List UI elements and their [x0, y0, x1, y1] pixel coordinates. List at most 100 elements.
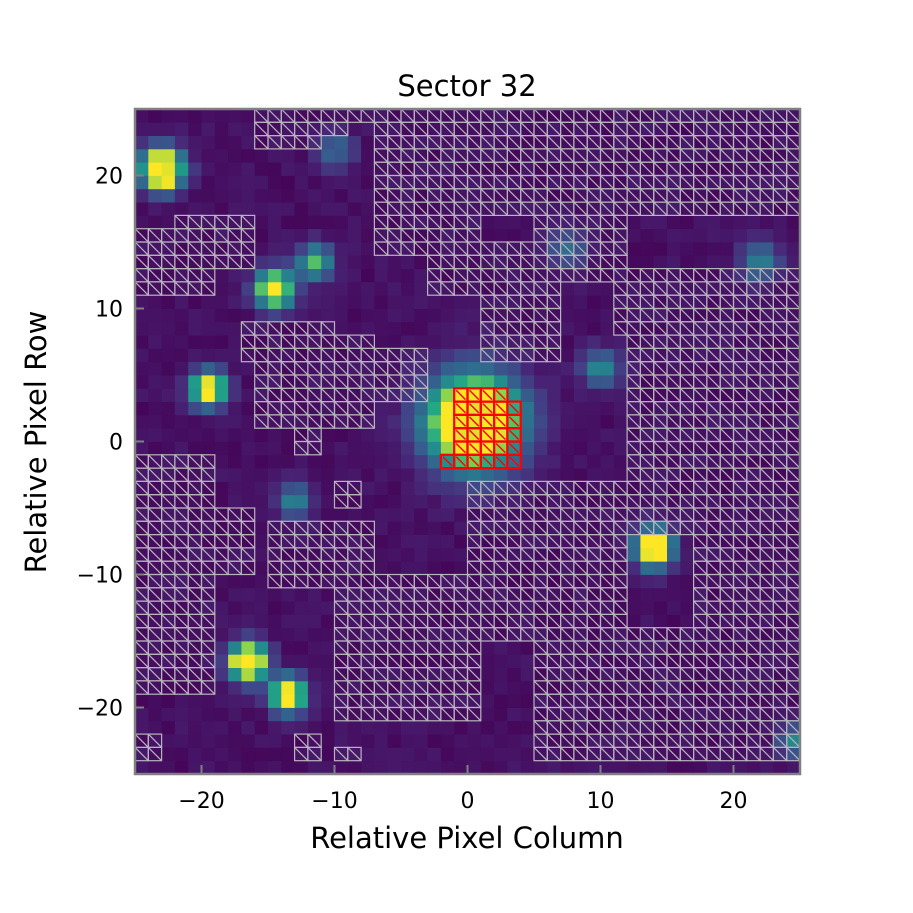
heatmap-cell [547, 375, 561, 389]
heatmap-cell [188, 122, 202, 136]
heatmap-cell [174, 188, 189, 203]
heatmap-cell [427, 308, 442, 323]
heatmap-cell [294, 654, 309, 668]
heatmap-cell [228, 109, 242, 123]
heatmap-cell [401, 401, 415, 416]
heatmap-cell [387, 414, 402, 429]
heatmap-cell [361, 242, 375, 256]
heatmap-cell [454, 561, 468, 575]
heatmap-cell [268, 295, 282, 309]
x-tick-label: 0 [461, 789, 475, 814]
heatmap-cell [361, 481, 375, 496]
heatmap-cell [268, 308, 282, 323]
heatmap-cell [241, 468, 256, 482]
heatmap-cell [201, 707, 216, 722]
heatmap-cell [281, 308, 295, 323]
heatmap-cell [135, 308, 149, 323]
heatmap-cell [188, 361, 202, 376]
heatmap-cell [135, 335, 149, 349]
heatmap-cell [667, 534, 681, 549]
heatmap-cell [387, 561, 402, 575]
heatmap-cell [653, 228, 668, 243]
heatmap-cell [228, 587, 242, 602]
heatmap-cell [587, 375, 601, 389]
heatmap-cell [361, 441, 375, 456]
heatmap-cell [307, 308, 322, 323]
heatmap-cell [600, 361, 615, 376]
heatmap-cell [507, 375, 522, 389]
heatmap-cell [254, 574, 269, 589]
heatmap-cell [467, 375, 482, 389]
heatmap-cell [387, 481, 402, 496]
heatmap-cell [560, 321, 575, 336]
heatmap-cell [268, 641, 282, 655]
heatmap-cell [667, 255, 681, 269]
heatmap-cell [201, 308, 216, 323]
heatmap-cell [547, 760, 561, 775]
heatmap-cell [347, 428, 362, 442]
hatched-pixel [613, 214, 628, 230]
heatmap-cell [480, 361, 495, 376]
heatmap-cell [573, 428, 588, 442]
heatmap-cell [294, 268, 309, 283]
heatmap-cell [241, 162, 256, 176]
hatched-pixel [466, 214, 482, 230]
heatmap-cell [294, 148, 309, 163]
heatmap-cell [347, 281, 362, 296]
heatmap-cell [680, 587, 694, 602]
heatmap-cell [294, 667, 309, 682]
hatched-pixel [320, 321, 336, 336]
heatmap-cell [228, 388, 242, 402]
heatmap-cell [334, 268, 349, 283]
heatmap-cell [281, 242, 295, 256]
heatmap-cell [334, 308, 349, 323]
heatmap-cell [627, 228, 641, 243]
heatmap-cell [347, 242, 362, 256]
heatmap-cell [254, 481, 269, 496]
heatmap-cell [414, 295, 428, 309]
heatmap-cell [480, 760, 495, 775]
heatmap-cell [573, 281, 588, 296]
heatmap-cell [307, 268, 322, 283]
heatmap-cell [520, 361, 535, 376]
heatmap-cell [334, 202, 349, 216]
heatmap-cell [547, 414, 561, 429]
heatmap-cell [454, 335, 468, 349]
heatmap-cell [454, 734, 468, 748]
heatmap-cell [573, 321, 588, 336]
heatmap-cell [347, 228, 362, 243]
y-axis-label: Relative Pixel Row [19, 311, 53, 574]
heatmap-cell [520, 694, 535, 708]
heatmap-cell [241, 268, 256, 283]
heatmap-cell [653, 242, 668, 256]
heatmap-cell [587, 361, 601, 376]
heatmap-cell [321, 441, 335, 456]
heatmap-cell [281, 175, 295, 190]
heatmap-cell [573, 375, 588, 389]
heatmap-cell [148, 109, 162, 123]
heatmap-cell [414, 508, 428, 522]
heatmap-cell [201, 747, 216, 762]
heatmap-cell [281, 281, 295, 296]
heatmap-cell [214, 428, 229, 442]
heatmap-cell [321, 654, 335, 668]
heatmap-cell [214, 641, 229, 655]
heatmap-cell [414, 760, 428, 775]
heatmap-cell [281, 202, 295, 216]
heatmap-cell [401, 760, 415, 775]
heatmap-cell [494, 654, 508, 668]
heatmap-cell [174, 109, 189, 123]
heatmap-cell [307, 281, 322, 296]
heatmap-cell [254, 534, 269, 549]
heatmap-cell [268, 720, 282, 735]
heatmap-cell [148, 162, 162, 176]
heatmap-cell [427, 547, 442, 562]
heatmap-cell [467, 760, 482, 775]
heatmap-cell [374, 494, 389, 509]
heatmap-cell [361, 468, 375, 482]
heatmap-cell [414, 321, 428, 336]
heatmap-cell [587, 401, 601, 416]
heatmap-cell [241, 654, 256, 668]
heatmap-cell [587, 468, 601, 482]
heatmap-cell [281, 667, 295, 682]
